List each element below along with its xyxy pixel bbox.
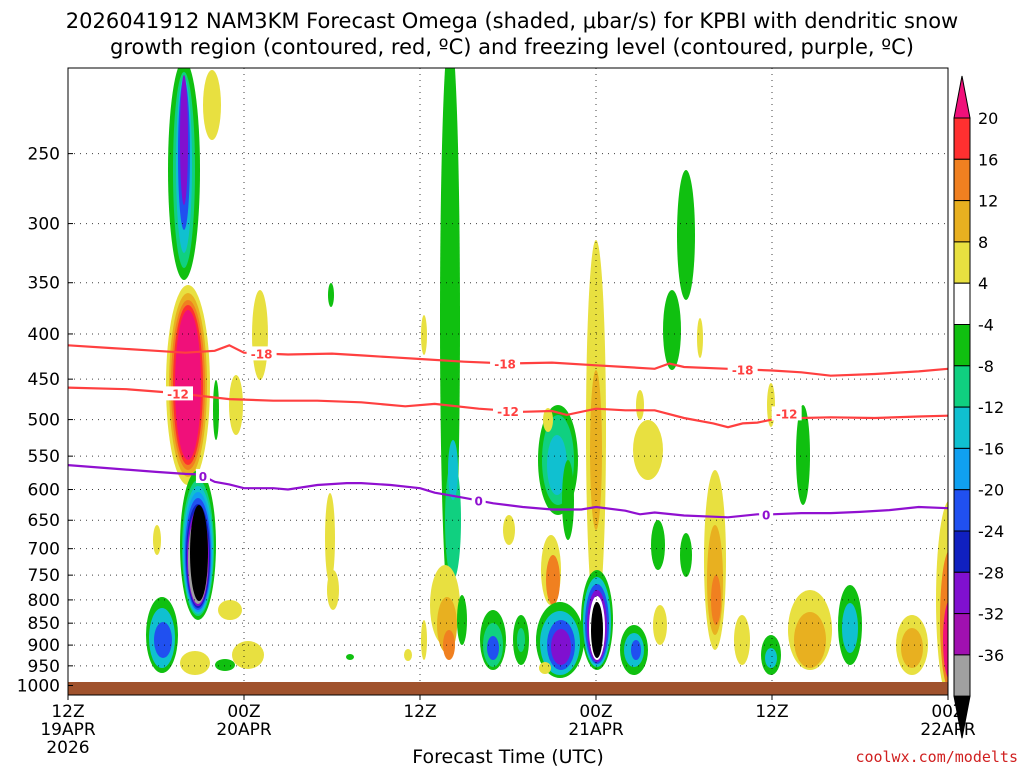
- y-tick-label: 800: [28, 591, 60, 611]
- contour-label-bg: [246, 346, 277, 361]
- contour-label--18: -18: [251, 347, 273, 361]
- x-tick-label: 22APR: [920, 720, 976, 740]
- y-tick-label: 950: [28, 657, 60, 677]
- x-tick-label: 12Z: [755, 702, 788, 722]
- x-tick-label: 19APR: [40, 720, 96, 740]
- contour-label-bg: [163, 386, 193, 401]
- contour-label--12: -12: [167, 387, 189, 401]
- colorbar-label: -28: [978, 563, 1004, 582]
- x-tick-label: 21APR: [568, 720, 624, 740]
- contour-label-bg: [493, 403, 523, 418]
- y-tick-label: 850: [28, 614, 60, 634]
- colorbar-segment: [953, 613, 971, 656]
- x-tick-label: 00Z: [579, 702, 612, 722]
- y-axis-ticks: 2503003504004505005506006507007508008509…: [17, 145, 73, 697]
- plot-frame: [67, 67, 949, 696]
- colorbar-segment: [953, 489, 971, 532]
- contour-label-bg: [471, 493, 486, 508]
- plot-area: [68, 68, 948, 695]
- contour-label-0: 0: [199, 470, 207, 484]
- y-tick-label: 300: [28, 215, 60, 235]
- x-tick-label: 12Z: [51, 702, 84, 722]
- colorbar-segment: [953, 654, 971, 697]
- colorbar-segment: [953, 200, 971, 243]
- colorbar-segment: [953, 530, 971, 573]
- colorbar: 20 16 12 8 4 -4 -8 -12 -16 -20 -24 -28 -32 -36: [953, 75, 1004, 739]
- contours: -18 -18 -18 -12 -12 -12 0 0 0: [68, 344, 948, 522]
- colorbar-label: -8: [978, 357, 994, 376]
- colorbar-segment: [953, 241, 971, 284]
- colorbar-segment: [953, 571, 971, 615]
- colorbar-label: 16: [978, 150, 998, 169]
- y-tick-label: 750: [28, 566, 60, 586]
- x-tick-label: 20APR: [216, 720, 272, 740]
- x-axis-title: Forecast Time (UTC): [412, 746, 603, 768]
- colorbar-segment: [953, 365, 971, 408]
- omega-cell-upper-left: [168, 68, 221, 280]
- y-tick-label: 650: [28, 511, 60, 531]
- colorbar-top-arrow: [953, 75, 971, 119]
- colorbar-label: -20: [978, 481, 1004, 500]
- contour-line-0: [68, 464, 948, 519]
- omega-cell-hour24-column: [421, 68, 467, 660]
- contour-label-0: 0: [762, 508, 770, 522]
- contour-label-0: 0: [474, 495, 482, 509]
- colorbar-segment: [953, 324, 971, 367]
- colorbar-label: -32: [978, 605, 1004, 624]
- colorbar-segment: [953, 282, 971, 326]
- colorbar-label: 4: [978, 274, 988, 293]
- chart-title-line2: growth region (contoured, red, ºC) and f…: [110, 35, 914, 59]
- omega-cell-hour55-60: [896, 501, 948, 695]
- colorbar-label: 8: [978, 233, 988, 252]
- y-tick-label: 1000: [17, 677, 60, 697]
- x-tick-label: 00Z: [227, 702, 260, 722]
- omega-cell-hour37-42: [620, 170, 726, 675]
- contour-label-bg: [771, 406, 802, 421]
- x-tick-label: 2026: [46, 738, 89, 758]
- y-tick-label: 500: [28, 411, 60, 431]
- colorbar-label: -36: [978, 646, 1004, 665]
- y-tick-label: 550: [28, 447, 60, 467]
- omega-cell-hour12-16: [325, 283, 412, 661]
- colorbar-segment: [953, 117, 971, 160]
- omega-cell-hour28-32: [480, 515, 529, 670]
- contour-label--12: -12: [776, 407, 798, 421]
- credit-text: coolwx.com/modelts: [855, 748, 1018, 766]
- x-tick-label: 12Z: [403, 702, 436, 722]
- colorbar-label: -24: [978, 522, 1004, 541]
- contour-label--18: -18: [732, 363, 754, 377]
- y-tick-label: 450: [28, 370, 60, 390]
- contour-label-bg: [195, 468, 210, 483]
- contour-label-bg: [727, 362, 758, 377]
- y-tick-label: 250: [28, 145, 60, 165]
- colorbar-label: -16: [978, 439, 1004, 458]
- chart-title-line1: 2026041912 NAM3KM Forecast Omega (shaded…: [66, 9, 958, 33]
- y-tick-label: 700: [28, 540, 60, 560]
- y-tick-label: 900: [28, 636, 60, 656]
- colorbar-label: 12: [978, 192, 998, 211]
- contour-label-bg: [759, 507, 774, 522]
- colorbar-label: 20: [978, 109, 998, 128]
- colorbar-segment: [953, 447, 971, 491]
- omega-shading: [146, 68, 948, 695]
- colorbar-segment: [953, 158, 971, 202]
- y-tick-label: 600: [28, 481, 60, 501]
- ground-surface: [68, 682, 948, 695]
- colorbar-label: -4: [978, 316, 994, 335]
- omega-cell-lower-strong: [146, 470, 264, 675]
- y-tick-label: 400: [28, 325, 60, 345]
- colorbar-label: -12: [978, 398, 1004, 417]
- y-tick-label: 350: [28, 274, 60, 294]
- contour-label--18: -18: [494, 357, 516, 371]
- colorbar-bottom-arrow: [953, 695, 971, 739]
- contour-label--12: -12: [497, 405, 519, 419]
- colorbar-segment: [953, 406, 971, 449]
- contour-label-bg: [490, 356, 521, 371]
